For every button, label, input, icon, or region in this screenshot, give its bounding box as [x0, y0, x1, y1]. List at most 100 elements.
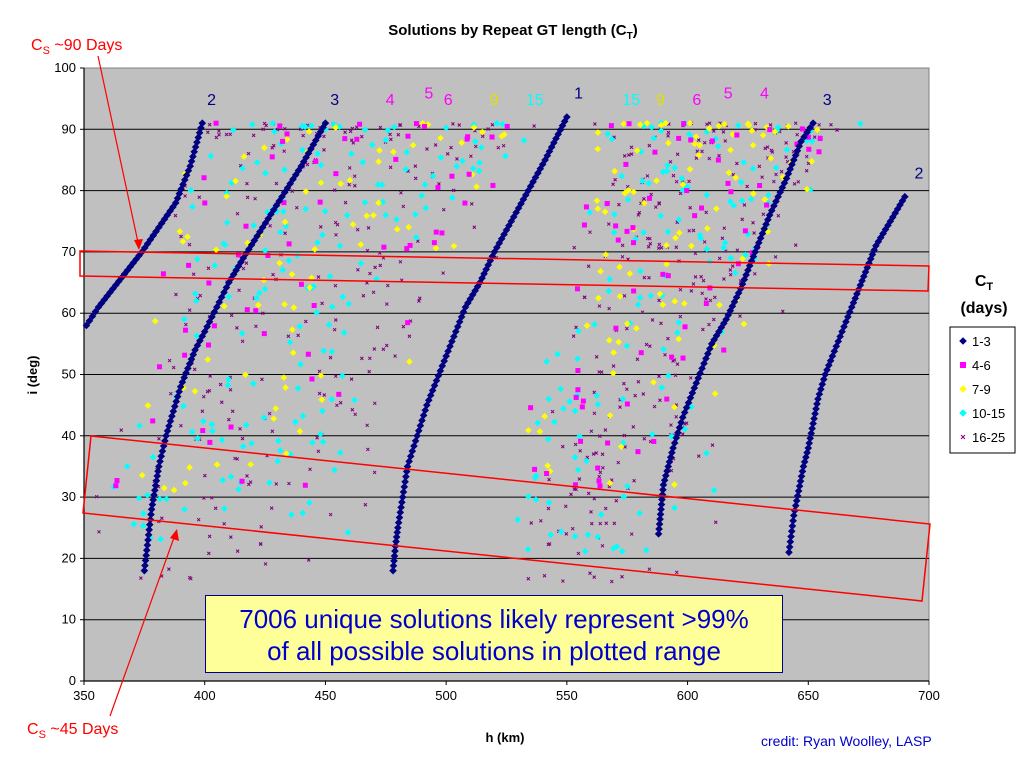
- scatter-point-16-25: [388, 132, 392, 137]
- scatter-point-10-15: [557, 385, 564, 393]
- scatter-point-4-6: [286, 241, 292, 247]
- scatter-point-10-15: [675, 216, 683, 224]
- scatter-point-16-25: [612, 521, 617, 526]
- scatter-point-16-25: [202, 496, 206, 500]
- curve-point-1-3: [176, 382, 185, 391]
- scatter-point-16-25: [796, 179, 801, 184]
- scatter-point-16-25: [228, 387, 233, 392]
- scatter-point-16-25: [772, 179, 776, 184]
- scatter-point-10-15: [640, 229, 647, 236]
- curve-point-1-3: [394, 518, 403, 527]
- scatter-point-4-6: [624, 401, 630, 407]
- scatter-point-16-25: [645, 174, 650, 178]
- scatter-point-4-6: [253, 308, 259, 314]
- scatter-point-10-15: [574, 466, 582, 474]
- scatter-point-10-15: [351, 396, 358, 404]
- scatter-point-16-25: [371, 290, 376, 295]
- scatter-point-16-25: [352, 174, 357, 179]
- scatter-point-16-25: [576, 551, 581, 556]
- scatter-point-16-25: [704, 297, 708, 301]
- scatter-point-4-6: [817, 136, 823, 142]
- scatter-point-7-9: [349, 221, 357, 228]
- curve-point-1-3: [389, 561, 398, 570]
- curve-point-1-3: [291, 171, 300, 179]
- curve-point-1-3: [178, 378, 187, 386]
- scatter-point-16-25: [728, 272, 733, 277]
- scatter-point-10-15: [163, 495, 170, 503]
- curve-point-1-3: [792, 496, 801, 505]
- scatter-point-16-25: [793, 243, 798, 248]
- scatter-point-10-15: [738, 197, 746, 205]
- scatter-point-7-9: [748, 127, 756, 134]
- scatter-point-10-15: [639, 177, 646, 185]
- scatter-point-4-6: [357, 121, 363, 127]
- curve-point-1-3: [141, 556, 150, 565]
- scatter-point-16-25: [317, 391, 322, 396]
- scatter-point-16-25: [598, 470, 603, 475]
- scatter-point-16-25: [532, 124, 536, 128]
- scatter-point-16-25: [205, 389, 210, 394]
- scatter-point-16-25: [207, 122, 212, 127]
- curve-point-1-3: [394, 523, 402, 532]
- curve-point-1-3: [787, 532, 795, 541]
- scatter-point-10-15: [477, 144, 485, 151]
- curve-point-1-3: [809, 419, 817, 428]
- scatter-point-10-15: [659, 168, 667, 176]
- scatter-point-10-15: [525, 493, 532, 500]
- scatter-point-10-15: [620, 493, 628, 500]
- scatter-point-16-25: [603, 428, 608, 432]
- scatter-point-16-25: [623, 444, 627, 449]
- scatter-point-16-25: [201, 394, 206, 399]
- scatter-point-7-9: [281, 218, 289, 226]
- scatter-point-10-15: [282, 222, 290, 230]
- scatter-point-7-9: [290, 304, 298, 311]
- scatter-point-16-25: [332, 327, 337, 332]
- scatter-point-16-25: [433, 143, 438, 147]
- curve-point-1-3: [461, 303, 470, 311]
- curve-point-1-3: [155, 462, 163, 471]
- scatter-point-10-15: [437, 154, 445, 161]
- scatter-point-10-15: [611, 211, 618, 218]
- scatter-point-4-6: [277, 123, 283, 129]
- curve-point-1-3: [162, 432, 170, 440]
- scatter-point-10-15: [604, 130, 612, 138]
- scatter-point-16-25: [347, 166, 352, 170]
- scatter-point-16-25: [315, 435, 319, 440]
- curve-label: 3: [330, 92, 339, 109]
- curve-point-1-3: [514, 204, 523, 212]
- curve-point-1-3: [797, 472, 806, 481]
- scatter-point-10-15: [499, 121, 506, 128]
- curve-point-1-3: [180, 373, 188, 382]
- curve-point-1-3: [754, 238, 763, 247]
- scatter-point-10-15: [774, 123, 782, 131]
- curve-point-1-3: [132, 255, 140, 264]
- scatter-point-7-9: [740, 320, 748, 328]
- credit-text: credit: Ryan Woolley, LASP: [761, 733, 932, 749]
- curve-point-1-3: [863, 263, 872, 272]
- scatter-point-16-25: [350, 407, 355, 412]
- scatter-point-4-6: [692, 213, 698, 219]
- scatter-point-16-25: [792, 182, 797, 186]
- scatter-point-16-25: [829, 122, 833, 127]
- curve-point-1-3: [813, 400, 821, 408]
- curve-point-1-3: [264, 214, 272, 223]
- scatter-point-10-15: [543, 358, 550, 365]
- scatter-point-16-25: [620, 574, 624, 579]
- curve-point-1-3: [798, 467, 807, 476]
- curve-point-1-3: [656, 510, 665, 519]
- scatter-point-4-6: [265, 253, 271, 259]
- scatter-point-16-25: [564, 531, 569, 536]
- cs45-arrow: [109, 531, 177, 717]
- scatter-point-16-25: [637, 210, 642, 215]
- scatter-point-10-15: [379, 198, 387, 206]
- curve-point-1-3: [868, 250, 877, 259]
- curve-point-1-3: [191, 143, 200, 151]
- scatter-point-16-25: [735, 161, 739, 166]
- scatter-point-10-15: [645, 179, 652, 187]
- scatter-point-16-25: [191, 272, 196, 277]
- scatter-point-7-9: [606, 337, 613, 344]
- scatter-point-4-6: [317, 199, 323, 205]
- scatter-point-10-15: [156, 495, 164, 503]
- scatter-point-16-25: [94, 494, 99, 499]
